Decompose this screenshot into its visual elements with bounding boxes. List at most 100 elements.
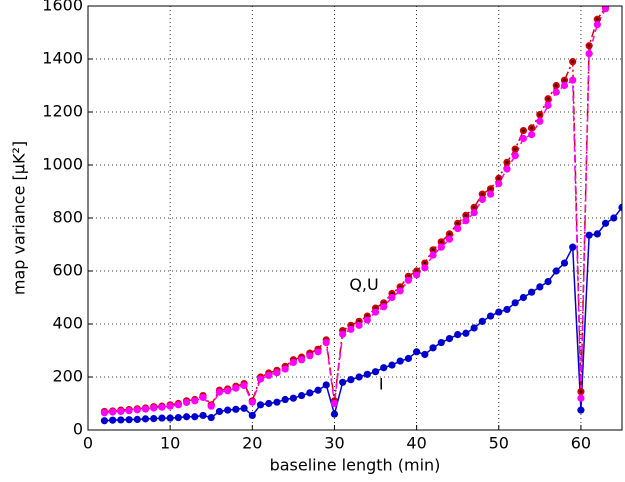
data-point <box>298 391 306 400</box>
data-point <box>536 283 544 291</box>
data-point <box>100 417 109 425</box>
data-point <box>265 371 273 380</box>
data-point <box>232 384 240 392</box>
data-point <box>380 364 388 372</box>
data-point <box>503 165 511 173</box>
data-point <box>363 370 371 378</box>
data-point <box>470 209 478 217</box>
y-tick-label: 800 <box>52 208 83 227</box>
data-point-center <box>431 248 435 252</box>
data-point-center <box>595 17 599 21</box>
data-point <box>117 416 125 424</box>
x-tick-label: 40 <box>406 434 426 453</box>
data-point <box>593 20 601 29</box>
y-tick-label: 1200 <box>42 102 83 121</box>
data-point <box>117 407 125 416</box>
data-point <box>174 401 182 409</box>
data-point <box>511 152 519 160</box>
data-point <box>593 230 601 238</box>
data-point <box>560 259 569 267</box>
data-point <box>273 398 281 406</box>
data-point <box>495 308 503 316</box>
data-point <box>339 330 347 338</box>
series-line <box>104 206 622 422</box>
data-point <box>388 293 396 302</box>
data-point <box>158 403 166 411</box>
data-point <box>486 312 495 320</box>
y-tick-label: 1600 <box>42 0 83 15</box>
data-point <box>552 267 560 275</box>
data-point <box>528 130 536 139</box>
data-point <box>585 231 593 239</box>
annotation: Q,U <box>349 275 378 294</box>
data-point-center <box>439 240 443 244</box>
data-point <box>519 134 528 143</box>
data-point <box>355 373 363 381</box>
data-point <box>207 402 215 410</box>
data-point-center <box>538 113 542 117</box>
data-point-center <box>563 78 566 82</box>
data-point <box>166 402 174 410</box>
data-point <box>618 203 622 211</box>
y-tick-label: 1400 <box>42 49 83 68</box>
data-point-center <box>505 160 509 164</box>
y-tick-label: 600 <box>52 261 83 280</box>
data-point <box>207 413 215 422</box>
data-point-center <box>456 221 460 225</box>
data-point <box>601 219 610 227</box>
x-tick-label: 30 <box>324 434 344 453</box>
y-tick-label: 0 <box>73 420 83 439</box>
data-point <box>240 381 248 390</box>
x-axis-label: baseline length (min) <box>270 456 441 475</box>
x-tick-label: 0 <box>83 434 93 453</box>
data-point <box>347 376 355 384</box>
data-point <box>133 406 141 414</box>
data-point <box>215 388 224 396</box>
data-point-center <box>464 213 468 217</box>
data-point <box>224 406 232 414</box>
data-point <box>585 50 593 58</box>
data-point <box>396 287 404 295</box>
data-point <box>388 361 396 369</box>
data-point <box>182 398 191 407</box>
data-point <box>429 344 437 352</box>
y-axis-label: map variance [μK²] <box>10 141 29 295</box>
y-tick-label: 200 <box>52 367 83 386</box>
annotation: I <box>379 374 384 393</box>
data-point <box>445 334 454 343</box>
data-point <box>158 414 166 422</box>
data-point <box>100 409 109 417</box>
data-point <box>191 397 199 405</box>
data-point <box>199 393 207 402</box>
x-tick-label: 10 <box>160 434 180 453</box>
data-point <box>215 407 224 416</box>
data-point <box>298 356 306 364</box>
data-point <box>371 368 380 376</box>
data-point <box>322 381 330 389</box>
data-point-center <box>546 97 550 101</box>
data-point <box>569 243 577 251</box>
data-point <box>199 411 207 420</box>
data-point <box>363 316 371 324</box>
y-tick-label: 400 <box>52 314 83 333</box>
data-point-center <box>448 232 451 236</box>
data-point <box>478 195 486 204</box>
data-point <box>150 415 158 423</box>
data-point <box>536 117 544 125</box>
data-point <box>528 288 536 296</box>
data-point <box>125 407 133 415</box>
data-point-center <box>497 176 501 180</box>
data-point <box>552 88 560 96</box>
data-point-center <box>554 84 558 87</box>
data-point <box>248 398 256 406</box>
data-point <box>248 411 256 420</box>
data-point <box>240 404 248 412</box>
data-point <box>281 365 289 373</box>
data-point <box>445 235 454 243</box>
data-point <box>306 389 314 397</box>
data-point <box>109 408 117 416</box>
data-point <box>610 214 618 222</box>
x-tick-label: 60 <box>571 434 591 453</box>
y-tick-label: 1000 <box>42 155 83 174</box>
data-point <box>256 401 265 409</box>
